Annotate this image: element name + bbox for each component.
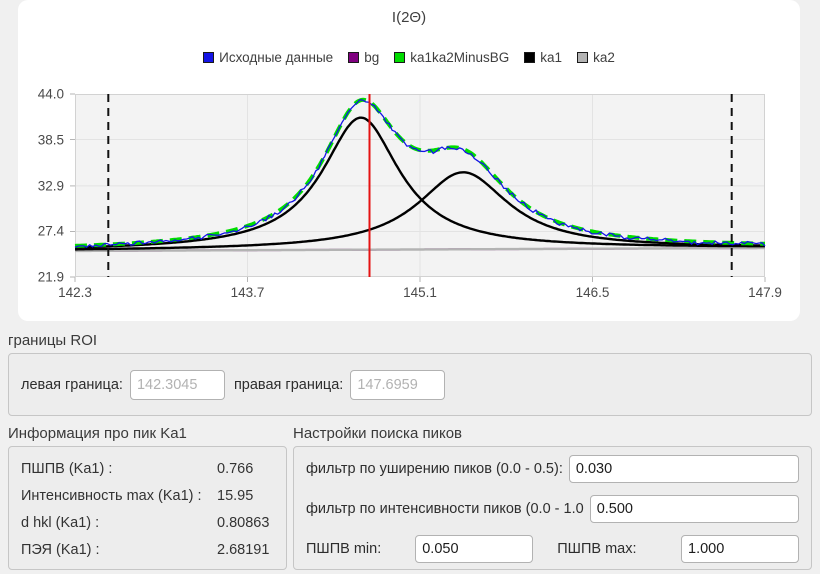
peya-label: ПЭЯ (Ka1) :	[21, 541, 100, 558]
intensity-row: Интенсивность max (Ka1) : 15.95	[21, 482, 274, 509]
fwhm-value: 0.766	[217, 460, 254, 477]
fwhm-min-input[interactable]	[415, 535, 534, 563]
legend-label: ka1ka2MinusBG	[410, 50, 510, 65]
x-tick-label: 146.5	[575, 285, 610, 300]
legend-item-ka1ka2minusbg: ka1ka2MinusBG	[394, 50, 509, 65]
roi-groupbox: левая граница: правая граница:	[8, 353, 812, 416]
legend-marker-bg-icon	[348, 52, 360, 63]
roi-group-title: границы ROI	[8, 332, 98, 349]
fwhm-max-input[interactable]	[681, 535, 799, 563]
dhkl-row: d hkl (Ka1) : 0.80863	[21, 509, 274, 536]
dhkl-value: 0.80863	[217, 514, 270, 531]
roi-left-input[interactable]	[129, 369, 225, 400]
intensity-filter-input[interactable]	[589, 495, 799, 523]
legend-item-ka2: ka2	[577, 50, 615, 65]
legend-label: ka1	[540, 50, 563, 65]
peak-info-group-title: Информация про пик Ka1	[8, 425, 187, 442]
chart-title: I(2Θ)	[391, 9, 427, 26]
legend-label: ka2	[593, 50, 615, 65]
intensity-filter-label: фильтр по интенсивности пиков (0.0 - 1.0	[306, 501, 584, 517]
x-tick-label: 145.1	[403, 285, 437, 300]
width-filter-row: фильтр по уширению пиков (0.0 - 0.5):	[306, 455, 799, 483]
intensity-value: 15.95	[217, 487, 254, 504]
dhkl-label: d hkl (Ka1) :	[21, 514, 100, 531]
intensity-label: Интенсивность max (Ka1) :	[21, 487, 202, 504]
y-tick-label: 44.0	[37, 86, 64, 102]
legend-item-ka1: ka1	[524, 50, 562, 65]
chart-plot-area[interactable]: 44.0 38.5 32.9 27.4 21.9 142.3 143.7 145…	[38, 87, 782, 301]
fwhm-max-label: ПШПВ max:	[557, 541, 637, 557]
legend-marker-ka1-icon	[524, 52, 536, 63]
legend-label: bg	[364, 50, 380, 65]
legend-item-raw-data: Исходные данные	[203, 50, 333, 65]
chart-legend: Исходные данные bg ka1ka2MinusBG ka1 ka2	[18, 50, 800, 65]
roi-right-label: правая граница:	[233, 376, 344, 393]
y-tick-label: 21.9	[37, 269, 64, 285]
peak-info-groupbox: ПШПВ (Ka1) : 0.766 Интенсивность max (Ka…	[8, 446, 287, 570]
peak-search-group-title: Настройки поиска пиков	[293, 425, 463, 442]
fwhm-min-label: ПШПВ min:	[306, 541, 382, 557]
x-tick-label: 143.7	[230, 285, 265, 300]
fwhm-row: ПШПВ (Ka1) : 0.766	[21, 455, 274, 482]
legend-marker-ka1ka2minusbg-icon	[394, 52, 406, 63]
y-tick-label: 38.5	[37, 132, 64, 148]
chart-card: I(2Θ) Исходные данные bg ka1ka2MinusBG k…	[18, 0, 800, 321]
peak-search-groupbox: фильтр по уширению пиков (0.0 - 0.5): фи…	[293, 446, 812, 570]
roi-right-input[interactable]	[350, 369, 446, 400]
x-tick-label: 147.9	[748, 285, 782, 300]
chart-canvas[interactable]	[70, 93, 766, 282]
legend-marker-raw-data-icon	[203, 52, 215, 63]
legend-marker-ka2-icon	[577, 52, 589, 63]
width-filter-input[interactable]	[568, 455, 799, 483]
width-filter-label: фильтр по уширению пиков (0.0 - 0.5):	[306, 461, 563, 477]
y-tick-label: 32.9	[37, 178, 64, 194]
peya-value: 2.68191	[217, 541, 270, 558]
fwhm-label: ПШПВ (Ka1) :	[21, 460, 113, 477]
y-tick-label: 27.4	[37, 223, 64, 239]
legend-item-bg: bg	[348, 50, 379, 65]
roi-left-label: левая граница:	[21, 376, 123, 393]
legend-label: Исходные данные	[219, 50, 334, 65]
fwhm-minmax-row: ПШПВ min: ПШПВ max:	[306, 535, 799, 563]
intensity-filter-row: фильтр по интенсивности пиков (0.0 - 1.0	[306, 495, 799, 523]
peya-row: ПЭЯ (Ka1) : 2.68191	[21, 536, 274, 563]
x-tick-label: 142.3	[58, 285, 92, 300]
